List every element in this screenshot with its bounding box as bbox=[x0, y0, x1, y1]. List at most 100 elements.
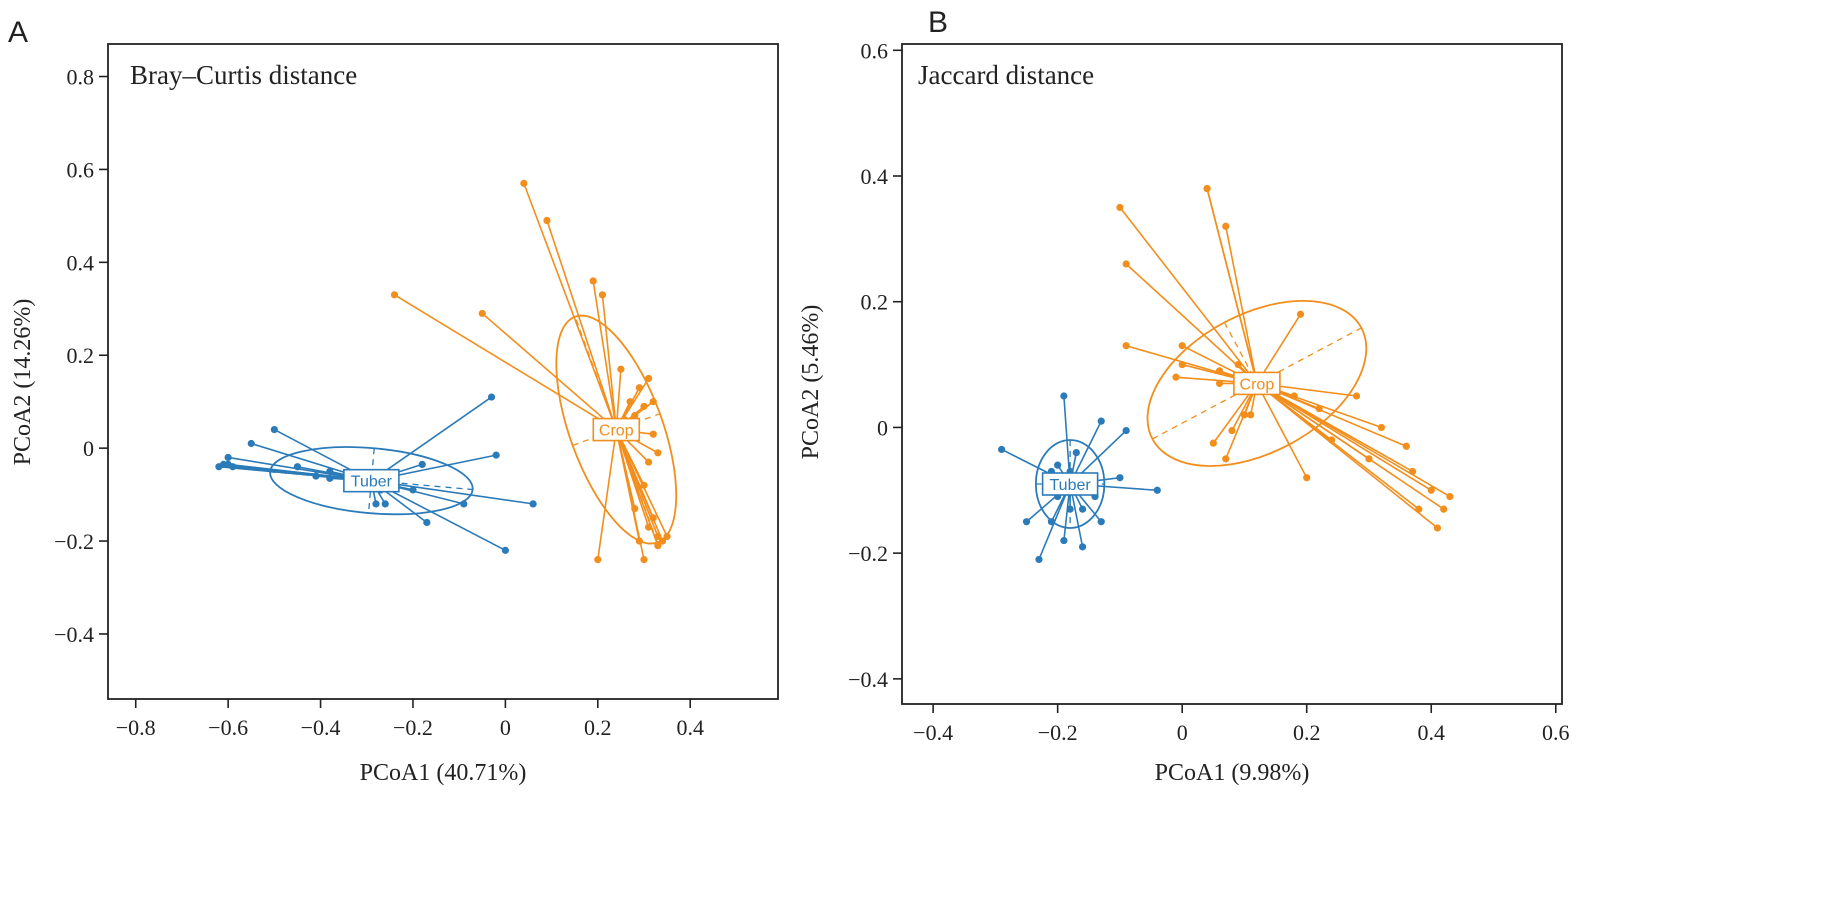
spider-line bbox=[523, 183, 618, 430]
spider-line bbox=[1256, 383, 1308, 479]
y-tick-label: 0.2 bbox=[67, 343, 95, 368]
data-point bbox=[372, 500, 380, 508]
spider-line bbox=[1206, 188, 1258, 384]
data-point bbox=[998, 445, 1006, 454]
y-tick-label: 0.6 bbox=[861, 38, 889, 63]
series-tuber: Tuber bbox=[215, 393, 537, 554]
data-point bbox=[390, 291, 399, 299]
x-tick-label: 0.4 bbox=[676, 715, 704, 740]
data-marks-b: Tuber Crop bbox=[998, 184, 1454, 564]
data-point bbox=[1415, 505, 1423, 513]
spider-line bbox=[370, 396, 492, 482]
y-tick-label: −0.4 bbox=[848, 667, 888, 692]
panel-label-b: B bbox=[928, 6, 948, 39]
data-point bbox=[1296, 310, 1305, 318]
data-point bbox=[1060, 536, 1068, 545]
data-point bbox=[1328, 436, 1336, 444]
data-point bbox=[640, 481, 648, 489]
data-marks-a: Tuber Crop bbox=[215, 179, 678, 564]
x-tick-label: 0.4 bbox=[1417, 720, 1445, 745]
data-point bbox=[270, 425, 278, 434]
data-point bbox=[1446, 492, 1454, 501]
data-point bbox=[487, 393, 496, 401]
data-point bbox=[649, 430, 657, 438]
data-point bbox=[529, 500, 537, 508]
data-point bbox=[1172, 373, 1180, 381]
x-tick-label: 0.2 bbox=[1293, 720, 1321, 745]
data-point bbox=[1222, 222, 1230, 230]
data-point bbox=[654, 532, 662, 541]
data-point bbox=[1022, 518, 1031, 526]
spider-line bbox=[601, 294, 618, 430]
data-point bbox=[635, 537, 643, 545]
data-point bbox=[1153, 486, 1161, 494]
data-point bbox=[617, 365, 625, 373]
data-point bbox=[658, 537, 667, 545]
data-point bbox=[1178, 342, 1186, 350]
data-point bbox=[312, 472, 320, 480]
data-point bbox=[631, 504, 639, 513]
data-point bbox=[224, 453, 232, 462]
data-point bbox=[1122, 426, 1130, 435]
data-point bbox=[1116, 203, 1124, 212]
panel-a: A Bray–Curtis distance −0.8 −0.6 −0.4 −0.2 0… bbox=[8, 16, 779, 786]
data-point bbox=[1402, 442, 1410, 450]
plot-frame-a bbox=[107, 43, 779, 700]
series-crop: Crop bbox=[390, 179, 678, 564]
data-point bbox=[543, 216, 551, 225]
axis-ticks-b: −0.4 −0.2 0 0.2 0.4 0.6 −0.4 −0.2 0 0.2 0.4 0.6 bbox=[848, 38, 1569, 745]
data-point bbox=[423, 518, 431, 527]
data-point bbox=[1116, 474, 1124, 482]
data-point bbox=[1234, 360, 1242, 369]
data-point bbox=[635, 384, 643, 392]
y-tick-label: 0.2 bbox=[861, 290, 889, 315]
group-label-crop: Crop bbox=[1240, 376, 1275, 393]
data-point bbox=[1433, 524, 1442, 532]
panel-b: B Jaccard distance −0.4 −0.2 0 0.2 0.4 0.6−0.… bbox=[798, 6, 1570, 786]
spider-line bbox=[1256, 382, 1445, 510]
data-point bbox=[1122, 342, 1130, 350]
chart-title-a: Bray–Curtis distance bbox=[130, 60, 357, 90]
data-point bbox=[631, 412, 639, 420]
series-crop: Crop bbox=[1116, 184, 1454, 532]
spider-line bbox=[1256, 382, 1438, 529]
x-tick-label: 0.2 bbox=[584, 715, 612, 740]
spider-line bbox=[615, 429, 664, 542]
y-tick-label: 0.6 bbox=[67, 157, 95, 182]
x-tick-label: −0.8 bbox=[116, 715, 156, 740]
x-tick-label: −0.2 bbox=[1038, 720, 1078, 745]
plot-frame-b bbox=[901, 43, 1563, 705]
spider-line bbox=[1256, 382, 1451, 498]
x-tick-label: 0 bbox=[500, 715, 511, 740]
y-axis-label-a: PCoA2 (14.26%) bbox=[10, 299, 36, 466]
data-point bbox=[1054, 461, 1062, 469]
ellipse-major-axis bbox=[574, 316, 658, 543]
group-label-crop: Crop bbox=[599, 423, 634, 440]
data-point bbox=[1365, 455, 1373, 463]
data-point bbox=[1072, 448, 1080, 457]
data-point bbox=[1408, 467, 1417, 476]
x-tick-label: −0.4 bbox=[301, 715, 341, 740]
data-point bbox=[418, 460, 426, 469]
x-axis-label-a: PCoA1 (40.71%) bbox=[360, 760, 527, 786]
data-point bbox=[649, 514, 657, 522]
data-point bbox=[645, 374, 653, 383]
data-point bbox=[1222, 455, 1230, 463]
data-point bbox=[501, 546, 509, 554]
data-point bbox=[1035, 555, 1043, 564]
group-label-tuber: Tuber bbox=[1050, 477, 1092, 494]
data-point bbox=[1352, 392, 1361, 400]
data-point bbox=[326, 467, 334, 475]
data-point bbox=[654, 449, 662, 457]
spider-line bbox=[394, 294, 617, 431]
series-tuber: Tuber bbox=[998, 392, 1161, 564]
group-label-tuber: Tuber bbox=[351, 474, 393, 491]
group-label-box bbox=[592, 417, 641, 442]
spider-line bbox=[1119, 206, 1258, 384]
data-point bbox=[640, 402, 648, 410]
data-point bbox=[229, 463, 237, 471]
x-tick-label: 0 bbox=[1177, 720, 1188, 745]
data-point bbox=[640, 556, 648, 564]
data-point bbox=[663, 532, 671, 541]
